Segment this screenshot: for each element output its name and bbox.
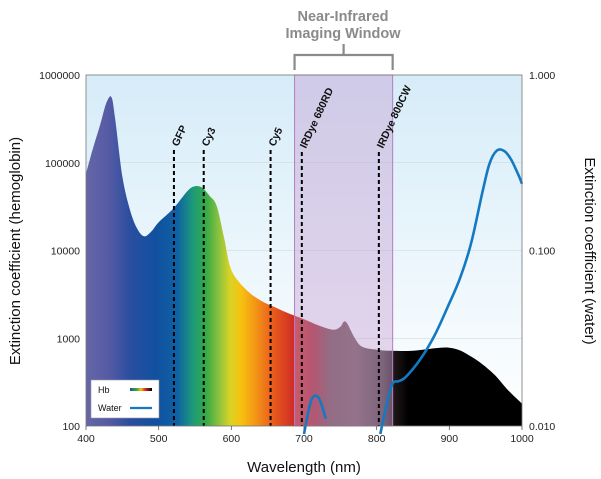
y-left-axis-ticks: 100 1000 10000 100000 1000000	[39, 70, 80, 433]
y-left-tick-label: 10000	[51, 246, 80, 258]
nir-title-line1: Near-Infrared	[297, 9, 388, 25]
y-left-axis-title: Extinction coefficient (hemoglobin)	[7, 137, 24, 365]
x-tick-label: 600	[223, 433, 241, 445]
x-axis-ticks: 400 500 600 700 800 900 1000	[77, 426, 534, 445]
legend-label-water: Water	[98, 403, 122, 413]
x-tick-label: 400	[77, 433, 95, 445]
y-left-tick-label: 1000000	[39, 70, 80, 82]
series-water-line	[379, 148, 524, 435]
nir-title-line2: Imaging Window	[285, 26, 401, 42]
legend-box	[90, 379, 160, 419]
x-tick-label: 800	[368, 433, 386, 445]
y-right-axis-ticks: 0.010 0.100 1.000	[529, 70, 555, 433]
nir-window-bracket: Near-Infrared Imaging Window	[285, 9, 401, 70]
x-tick-label: 900	[441, 433, 459, 445]
y-right-tick-label: 0.010	[529, 421, 555, 433]
y-left-tick-label: 100000	[45, 158, 80, 170]
series-hb-area	[86, 96, 522, 426]
y-right-tick-label: 0.100	[529, 246, 555, 258]
legend-label-hb: Hb	[98, 385, 110, 395]
series-water-lobe	[302, 394, 328, 435]
legend: Hb Water	[90, 379, 160, 419]
x-tick-label: 1000	[510, 433, 534, 445]
x-tick-label: 500	[150, 433, 168, 445]
y-right-axis-title: Extinction coefficient (water)	[581, 157, 598, 344]
y-right-tick-label: 1.000	[529, 70, 555, 82]
x-axis-title: Wavelength (nm)	[247, 459, 361, 476]
x-tick-label: 700	[295, 433, 313, 445]
y-left-tick-label: 1000	[57, 333, 81, 345]
legend-swatch-hb	[130, 388, 152, 391]
y-left-tick-label: 100	[62, 421, 80, 433]
